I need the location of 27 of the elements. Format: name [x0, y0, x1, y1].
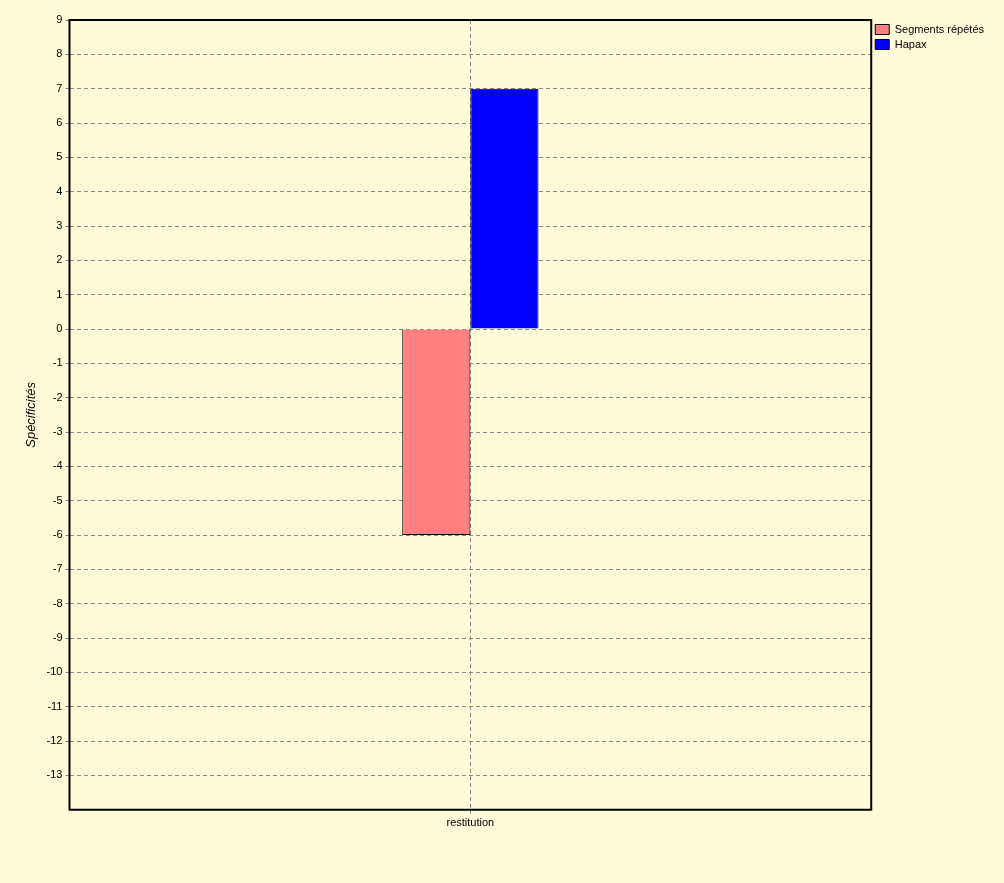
y-tick-label: -1 [52, 356, 63, 369]
y-tick-label: 6 [56, 116, 63, 129]
y-tick-label: 2 [56, 253, 63, 266]
legend-label: Segments répétés [894, 22, 985, 35]
x-tick-label: restitution [446, 816, 495, 829]
y-tick-label: 8 [56, 47, 63, 60]
y-tick-label: 5 [56, 150, 63, 163]
y-tick-label: -3 [52, 425, 63, 438]
y-tick-label: 3 [56, 219, 63, 232]
y-tick-label: -11 [47, 699, 63, 712]
y-tick-label: 1 [56, 287, 63, 300]
y-tick-label: -6 [52, 528, 63, 541]
y-tick-label: -7 [52, 562, 63, 575]
y-tick-label: -8 [52, 596, 63, 609]
y-tick-label: -9 [52, 631, 63, 644]
legend-label: Hapax [894, 37, 928, 50]
y-axis-title: Spécificités [23, 381, 39, 448]
y-tick-label: -4 [52, 459, 63, 472]
y-tick-label: -5 [52, 493, 63, 506]
y-tick-label: -13 [46, 768, 63, 781]
y-tick-label: 0 [56, 322, 63, 335]
y-tick-label: 9 [56, 13, 63, 26]
y-tick-label: 7 [56, 81, 63, 94]
y-tick-label: -12 [46, 734, 63, 747]
y-tick-label: -10 [46, 665, 63, 678]
y-tick-label: 4 [56, 184, 63, 197]
y-tick-label: -2 [52, 390, 63, 403]
